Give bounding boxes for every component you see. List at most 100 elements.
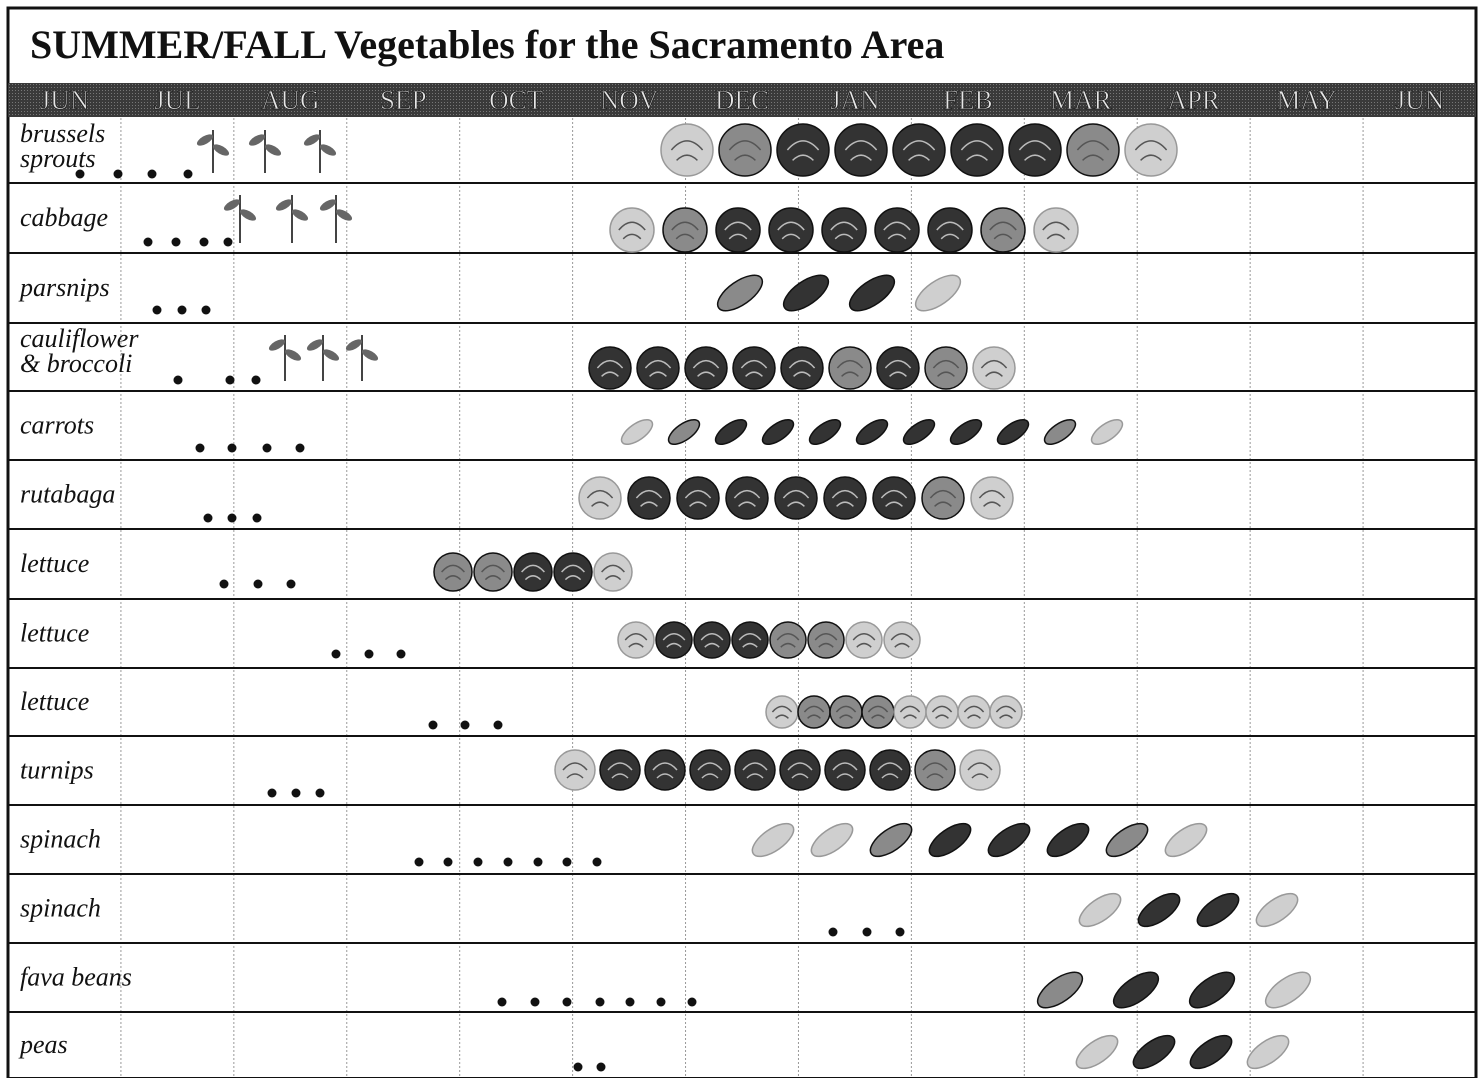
harvest-icon [926, 696, 958, 728]
row-label: carrots [20, 411, 94, 440]
planting-dot [896, 928, 905, 937]
month-label: OCT [489, 85, 544, 115]
planting-calendar: SUMMER/FALL Vegetables for the Sacrament… [0, 0, 1482, 1078]
planting-dot [365, 650, 374, 659]
row-label: fava beans [20, 963, 132, 992]
planting-dot [252, 376, 261, 385]
planting-dot [224, 238, 233, 247]
planting-dot [626, 998, 635, 1007]
planting-dot [504, 858, 513, 867]
month-label: MAR [1050, 85, 1112, 115]
harvest-icon [663, 208, 707, 252]
harvest-icon [1067, 124, 1119, 176]
harvest-icon [835, 124, 887, 176]
harvest-icon [798, 696, 830, 728]
planting-dot [226, 376, 235, 385]
row-label: lettuce [20, 549, 89, 578]
harvest-icon [981, 208, 1025, 252]
row-label: peas [18, 1030, 68, 1059]
harvest-icon [951, 124, 1003, 176]
planting-dot [263, 444, 272, 453]
harvest-icon [777, 124, 829, 176]
harvest-icon [971, 477, 1013, 519]
planting-dot [829, 928, 838, 937]
harvest-icon [685, 347, 727, 389]
harvest-icon [825, 750, 865, 790]
harvest-icon [637, 347, 679, 389]
harvest-icon [766, 696, 798, 728]
planting-dot [316, 789, 325, 798]
harvest-icon [915, 750, 955, 790]
planting-dot [415, 858, 424, 867]
planting-dot [657, 998, 666, 1007]
month-label: AUG [261, 85, 320, 115]
planting-dot [200, 238, 209, 247]
harvest-icon [645, 750, 685, 790]
planting-dot [531, 998, 540, 1007]
planting-dot [292, 789, 301, 798]
harvest-icon [514, 553, 552, 591]
planting-dot [444, 858, 453, 867]
row-label: spinach [20, 825, 101, 854]
harvest-icon [894, 696, 926, 728]
planting-dot [688, 998, 697, 1007]
planting-dot [563, 998, 572, 1007]
row-label: cabbage [20, 203, 108, 232]
harvest-icon [780, 750, 820, 790]
harvest-icon [973, 347, 1015, 389]
planting-dot [254, 580, 263, 589]
harvest-icon [716, 208, 760, 252]
month-label: JUN [40, 85, 90, 115]
harvest-icon [875, 208, 919, 252]
harvest-icon [434, 553, 472, 591]
harvest-icon [808, 622, 844, 658]
harvest-icon [661, 124, 713, 176]
month-label: MAY [1276, 85, 1337, 115]
harvest-icon [990, 696, 1022, 728]
harvest-icon [775, 477, 817, 519]
planting-dot [574, 1063, 583, 1072]
harvest-icon [694, 622, 730, 658]
month-label: NOV [600, 85, 659, 115]
planting-dot [114, 170, 123, 179]
planting-dot [228, 444, 237, 453]
harvest-icon [600, 750, 640, 790]
row-label: & broccoli [20, 349, 132, 378]
planting-dot [397, 650, 406, 659]
harvest-icon [862, 696, 894, 728]
planting-dot [593, 858, 602, 867]
planting-dot [178, 306, 187, 315]
harvest-icon [770, 622, 806, 658]
harvest-icon [656, 622, 692, 658]
harvest-icon [822, 208, 866, 252]
harvest-icon [579, 477, 621, 519]
harvest-icon [830, 696, 862, 728]
row-label: spinach [20, 894, 101, 923]
harvest-icon [829, 347, 871, 389]
planting-dot [498, 998, 507, 1007]
planting-dot [563, 858, 572, 867]
harvest-icon [877, 347, 919, 389]
planting-dot [296, 444, 305, 453]
harvest-icon [781, 347, 823, 389]
month-label: APR [1167, 85, 1220, 115]
harvest-icon [769, 208, 813, 252]
harvest-icon [824, 477, 866, 519]
month-label: JAN [830, 85, 880, 115]
planting-dot [228, 514, 237, 523]
harvest-icon [1034, 208, 1078, 252]
planting-dot [268, 789, 277, 798]
harvest-icon [925, 347, 967, 389]
harvest-icon [846, 622, 882, 658]
row-label: lettuce [20, 687, 89, 716]
planting-dot [220, 580, 229, 589]
planting-dot [204, 514, 213, 523]
harvest-icon [726, 477, 768, 519]
harvest-icon [610, 208, 654, 252]
title: SUMMER/FALL Vegetables for the Sacrament… [30, 22, 944, 67]
harvest-icon [1125, 124, 1177, 176]
harvest-icon [719, 124, 771, 176]
harvest-icon [958, 696, 990, 728]
planting-dot [597, 1063, 606, 1072]
harvest-icon [884, 622, 920, 658]
